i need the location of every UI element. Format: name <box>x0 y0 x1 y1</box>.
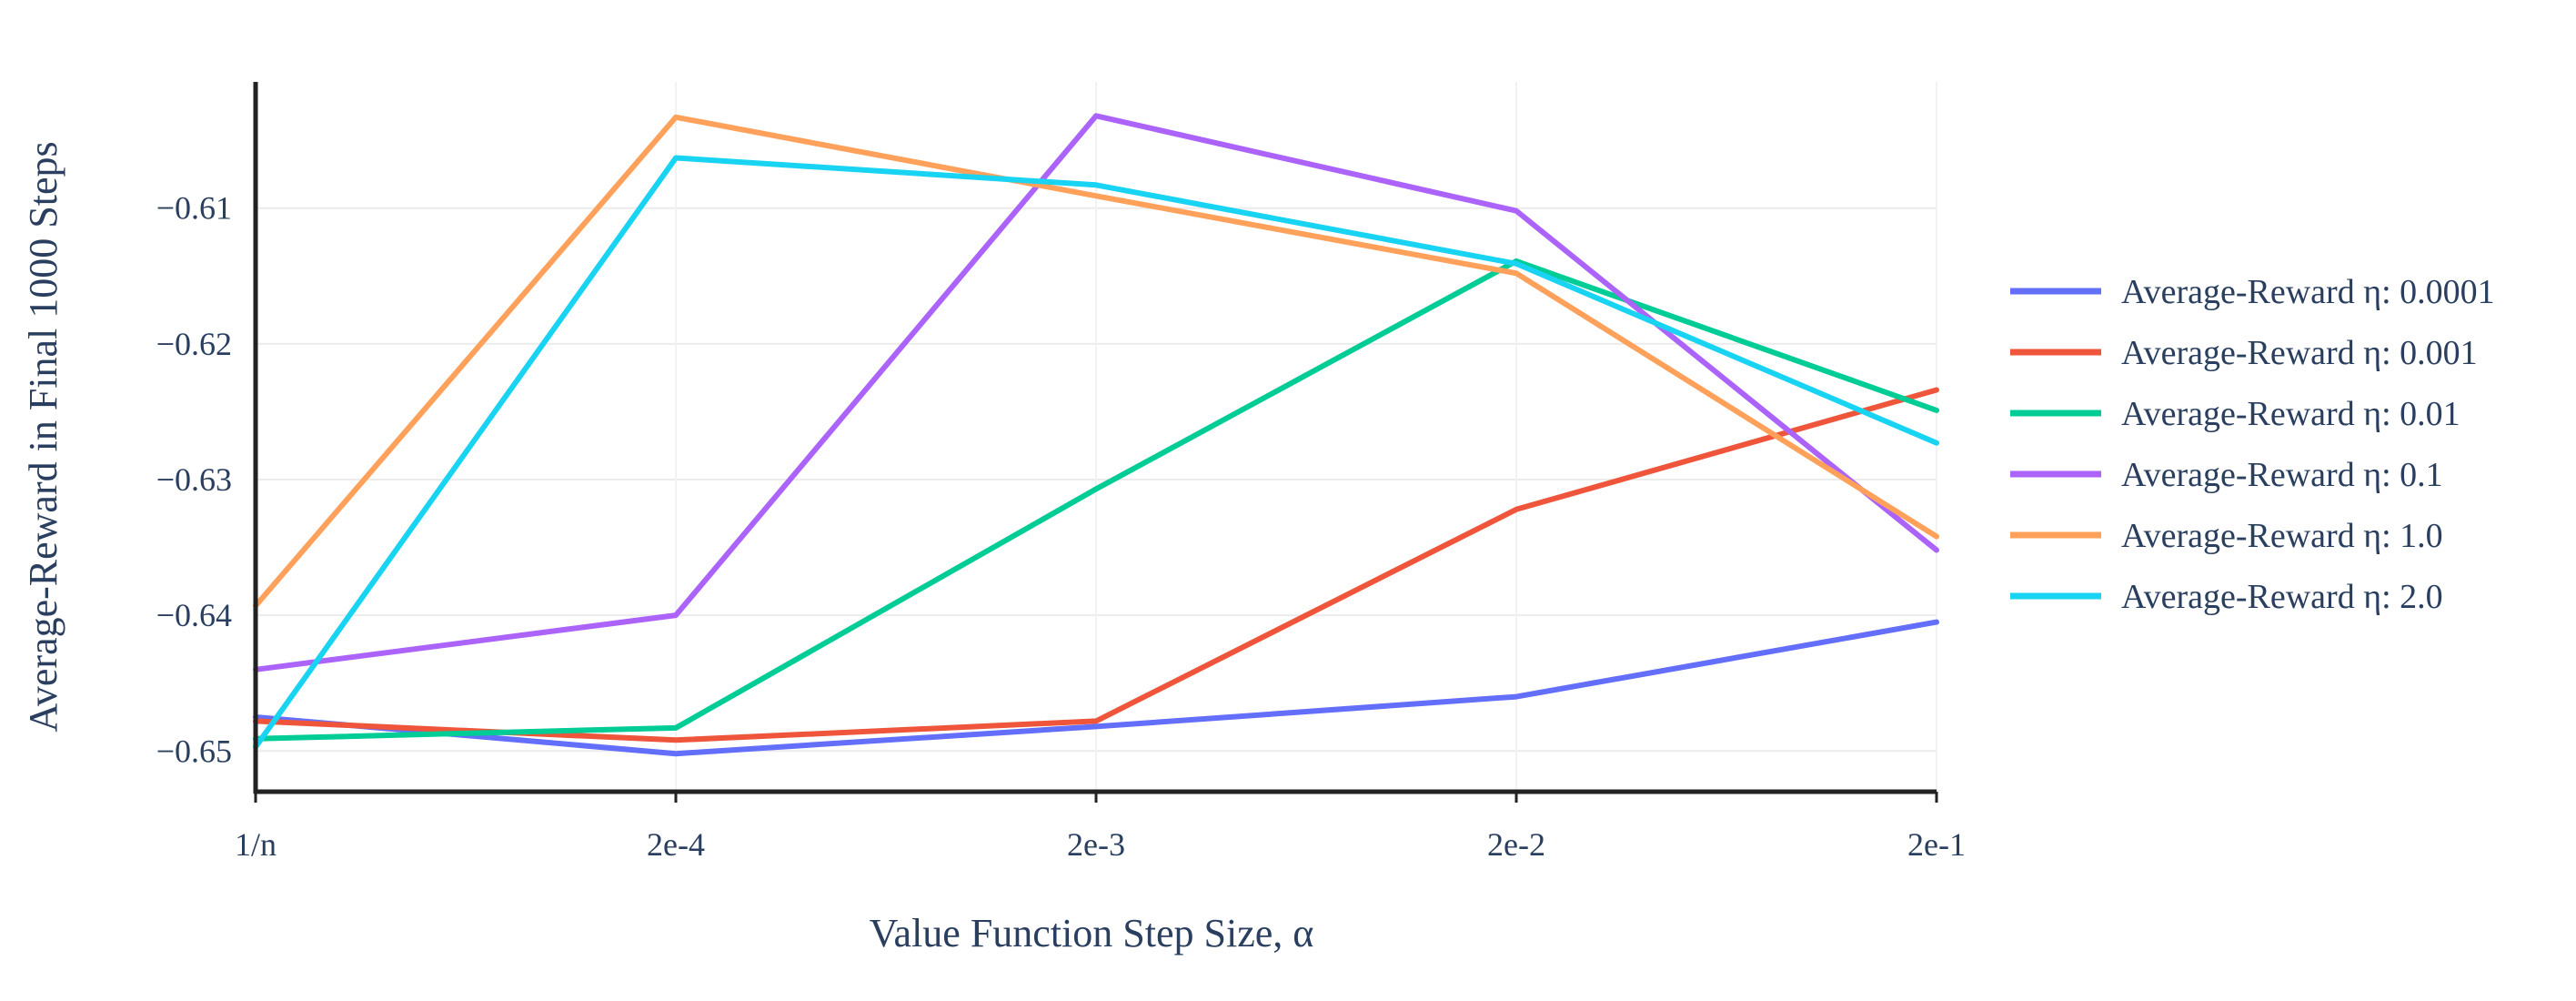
x-tick-label-0: 1/n <box>235 826 277 863</box>
legend-item-5: Average-Reward η: 2.0 <box>2010 578 2443 616</box>
y-tick-label-2: −0.63 <box>156 461 232 498</box>
legend-item-2: Average-Reward η: 0.01 <box>2010 395 2460 433</box>
series-lines <box>253 113 1939 757</box>
legend-label-0: Average-Reward η: 0.0001 <box>2121 273 2495 311</box>
x-axis-title: Value Function Step Size, α <box>870 911 1314 956</box>
y-tick-label-0: −0.65 <box>156 733 232 769</box>
legend-item-1: Average-Reward η: 0.001 <box>2010 334 2478 372</box>
gridlines <box>255 82 1937 792</box>
legend-label-4: Average-Reward η: 1.0 <box>2121 517 2443 555</box>
axes <box>253 82 1938 803</box>
y-tick-labels: −0.65 −0.64 −0.63 −0.62 −0.61 <box>156 190 232 770</box>
x-tick-label-4: 2e-1 <box>1907 826 1966 863</box>
y-tick-label-3: −0.62 <box>156 326 232 362</box>
legend-label-5: Average-Reward η: 2.0 <box>2121 578 2443 616</box>
x-tick-label-3: 2e-2 <box>1487 826 1545 863</box>
legend-item-0: Average-Reward η: 0.0001 <box>2010 273 2495 311</box>
y-axis-title: Average-Reward in Final 1000 Steps <box>21 141 65 732</box>
series-line-2 <box>253 258 1939 742</box>
series-line-5 <box>253 155 1939 750</box>
series-line-4 <box>253 114 1939 609</box>
legend-label-1: Average-Reward η: 0.001 <box>2121 334 2478 372</box>
legend-item-3: Average-Reward η: 0.1 <box>2010 456 2443 494</box>
x-tick-labels: 1/n 2e-4 2e-3 2e-2 2e-1 <box>235 826 1966 863</box>
legend: Average-Reward η: 0.0001 Average-Reward η… <box>2010 273 2495 616</box>
series-line-0 <box>253 619 1939 757</box>
legend-label-3: Average-Reward η: 0.1 <box>2121 456 2443 494</box>
y-tick-label-4: −0.61 <box>156 190 232 227</box>
x-tick-label-2: 2e-3 <box>1067 826 1125 863</box>
x-tick-label-1: 2e-4 <box>647 826 705 863</box>
y-tick-label-1: −0.64 <box>156 597 232 633</box>
legend-label-2: Average-Reward η: 0.01 <box>2121 395 2460 433</box>
legend-item-4: Average-Reward η: 1.0 <box>2010 517 2443 555</box>
